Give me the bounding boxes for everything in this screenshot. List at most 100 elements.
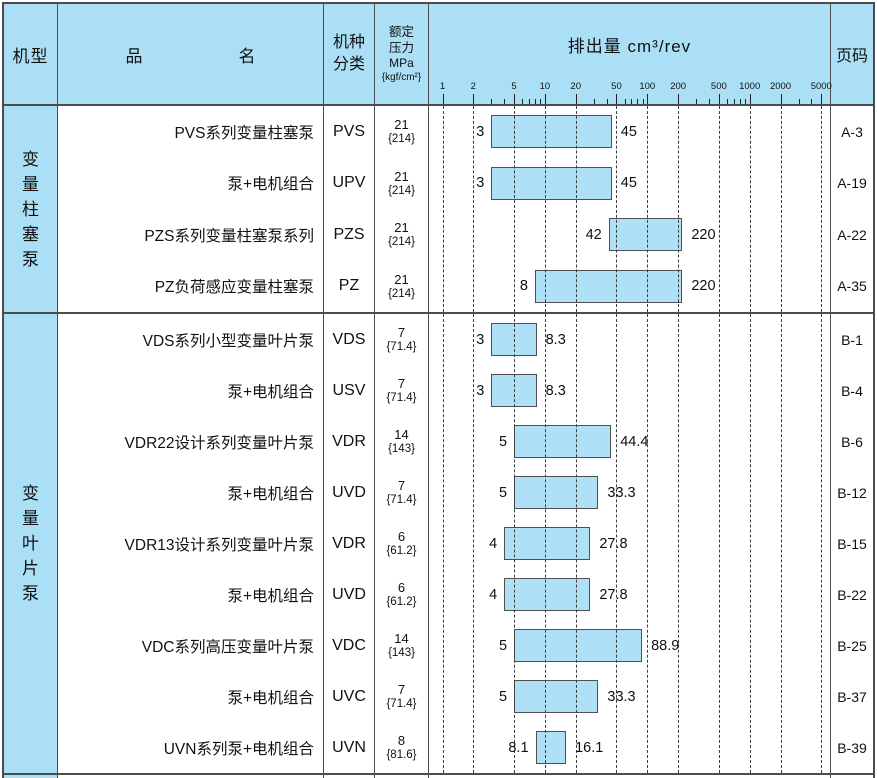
product-name-cell: 泵+电机组合 (227, 176, 314, 194)
pressure-mpa: 21 (394, 271, 409, 287)
pressure-cell: 21 {214} (375, 209, 428, 261)
displacement-bar (491, 374, 537, 407)
pressure-mpa: 6 (397, 529, 406, 544)
displacement-bar (514, 629, 643, 662)
pressure-mpa: 7 (397, 682, 406, 697)
class-code-cell: USV (332, 381, 366, 399)
axis-minor-tick (606, 99, 608, 104)
bar-min-label: 3 (476, 382, 485, 399)
axis-tick-label: 20 (570, 81, 582, 92)
pressure-column: 7 {71.4} 7 {71.4} 14 {143} 7 {71.4} 6 {61.2} 6 {61.… (375, 314, 429, 773)
class-code-column: VDS USV VDR UVD VDR UVD VDC UVC UVN (324, 314, 375, 773)
header-rated-pressure: 额定 压力 MPa {kgf/cm²} (375, 4, 429, 104)
bar-max-label: 33.3 (607, 484, 636, 501)
axis-minor-tick (540, 99, 542, 104)
product-name-cell: PZS系列变量柱塞泵系列 (144, 227, 314, 245)
machine-type-char: 变 (22, 149, 39, 169)
pressure-kgf: {61.2} (386, 596, 417, 608)
axis-tick-label: 1000 (739, 81, 761, 92)
page-column: A-3 A-19 A-22 A-35 (831, 106, 873, 312)
log-scale-axis: 1 2 5 10 20 50 100 200 500 1000 2000 5000 (429, 70, 832, 104)
bar-min-label: 3 (476, 175, 485, 192)
pressure-kgf: {143} (388, 443, 415, 455)
axis-minor-tick (811, 99, 813, 104)
axis-major-tick (821, 94, 823, 104)
pressure-kgf: {71.4} (386, 341, 417, 353)
pressure-kgf: {214} (388, 287, 415, 300)
class-code-cell: VDS (332, 330, 366, 348)
chart-gridline (514, 106, 516, 312)
axis-major-tick (718, 94, 720, 104)
machine-type-char: 泵 (22, 249, 39, 269)
pressure-cell: 7 {71.4} (375, 314, 428, 365)
pressure-mpa: 21 (394, 168, 409, 184)
product-name-cell: VDR22设计系列变量叶片泵 (124, 434, 314, 452)
axis-major-tick (544, 94, 546, 104)
chart-gridline (749, 106, 751, 312)
machine-type-cell: 变量柱塞泵 (4, 106, 58, 312)
machine-type-char: 泵 (22, 584, 39, 603)
chart-gridline (780, 106, 782, 312)
pressure-kgf: {81.6} (386, 749, 417, 761)
axis-minor-tick (534, 99, 536, 104)
page-number-cell: B-39 (837, 739, 867, 756)
axis-minor-tick (624, 99, 626, 104)
chart-gridline (473, 314, 475, 773)
axis-major-tick (442, 94, 444, 104)
chart-gridline (749, 314, 751, 773)
pressure-mpa: 21 (394, 117, 409, 133)
product-name-cell: 泵+电机组合 (227, 689, 314, 707)
axis-tick-label: 50 (611, 81, 622, 92)
class-code-cell: UVN (332, 738, 366, 756)
chart-gridline (544, 106, 546, 312)
page-number-cell: B-1 (841, 331, 863, 348)
page-column: B-1 B-4 B-6 B-12 B-15 B-22 B-25 B-37 B-39 (831, 314, 873, 773)
chart-gridline (514, 314, 516, 773)
page-number-cell: B-37 (837, 688, 867, 705)
class-code-cell: VDR (332, 432, 366, 450)
pressure-mpa: 14 (394, 427, 409, 442)
bar-max-label: 16.1 (575, 739, 604, 756)
table-body: 变量柱塞泵 PVS系列变量柱塞泵 泵+电机组合 PZS系列变量柱塞泵系列 PZ负荷感应变… (4, 106, 873, 773)
displacement-bar (514, 680, 599, 713)
pressure-cell: 14 {143} (375, 416, 428, 467)
chart-gridline (678, 106, 680, 312)
pressure-kgf: {71.4} (386, 698, 417, 710)
pressure-mpa: 7 (397, 478, 406, 493)
displacement-bar (534, 269, 683, 303)
pressure-cell: 14 {143} (375, 620, 428, 671)
header-page: 页码 (835, 48, 868, 65)
displacement-title: 排出量 cm³/rev (567, 37, 692, 56)
bar-min-label: 3 (476, 123, 485, 140)
bar-max-label: 45 (620, 175, 637, 192)
axis-tick-label: 5000 (810, 81, 832, 92)
bar-max-label: 88.9 (651, 637, 680, 654)
class-code-cell: UPV (332, 174, 366, 192)
page-number-cell: A-22 (837, 226, 867, 243)
page-number-cell: A-19 (837, 175, 867, 192)
axis-minor-tick (529, 99, 531, 104)
page-number-cell: B-25 (837, 637, 867, 654)
axis-major-tick (514, 94, 516, 104)
axis-major-tick (678, 94, 680, 104)
header-machine-type: 机型 (4, 4, 58, 104)
chart-gridline (575, 106, 577, 312)
product-name-cell: 泵+电机组合 (227, 485, 314, 503)
axis-major-tick (780, 94, 782, 104)
bar-max-label: 8.3 (545, 382, 566, 399)
machine-type-char: 塞 (22, 224, 39, 244)
displacement-bar (608, 218, 683, 252)
header-product-name-char2: 名 (238, 46, 256, 66)
displacement-chart: 3 8.3 3 8.3 5 44.4 5 33.3 4 27.8 4 27.8 5 88.9 5 33.3 8.… (429, 314, 831, 773)
bar-min-label: 5 (499, 484, 508, 501)
axis-tick-label: 2 (470, 81, 476, 92)
page-number-cell: B-22 (837, 586, 867, 603)
table-header-row: 机型 品 名 机种 分类 额定 压力 MPa {kgf/cm²} 排出量 cm³… (4, 4, 873, 106)
product-name-cell: VDS系列小型变量叶片泵 (142, 332, 314, 350)
pressure-kgf: {71.4} (386, 392, 417, 404)
axis-major-tick (749, 94, 751, 104)
pressure-cell: 7 {71.4} (375, 467, 428, 518)
pressure-cell: 7 {71.4} (375, 671, 428, 722)
chart-gridline (544, 314, 546, 773)
bar-min-label: 8.1 (508, 739, 529, 756)
